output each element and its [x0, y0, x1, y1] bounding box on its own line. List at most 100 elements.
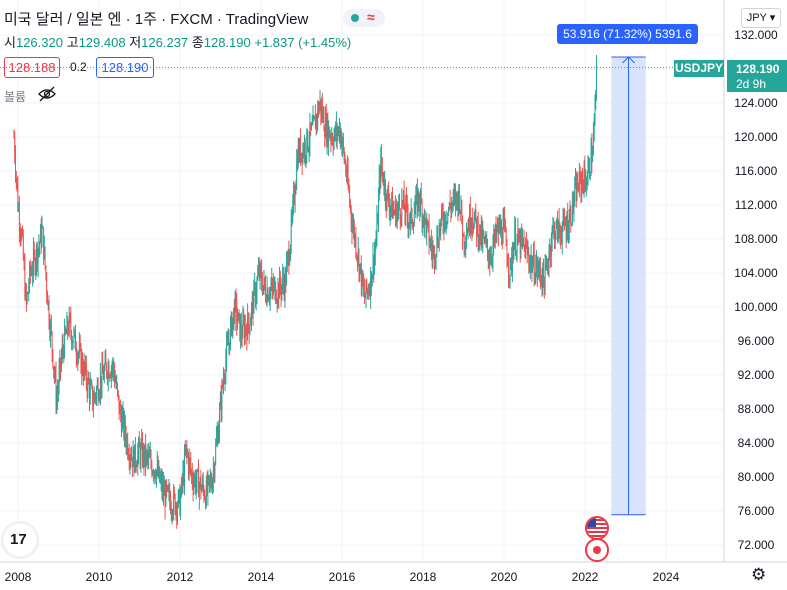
candle-body	[333, 136, 335, 147]
sell-button[interactable]: 128.188	[4, 57, 60, 78]
candle-body	[461, 200, 463, 223]
candle-body	[225, 359, 227, 377]
candle-body	[244, 326, 246, 339]
candle-body	[535, 267, 537, 280]
candle-body	[584, 167, 586, 180]
candle-body	[28, 287, 30, 293]
candle-body	[298, 145, 300, 159]
candle-body	[545, 265, 547, 267]
candle-body	[385, 199, 387, 208]
low-value: 126.237	[141, 35, 189, 50]
candle-body	[105, 358, 107, 365]
candle-body	[374, 252, 375, 270]
candle-body	[96, 388, 97, 398]
candle-body	[74, 330, 76, 333]
candle-body	[143, 447, 145, 464]
candle-body	[213, 468, 215, 477]
candle-body	[409, 213, 411, 223]
candle-body	[281, 285, 283, 295]
candle-body	[55, 373, 57, 405]
buy-button[interactable]: 128.190	[96, 57, 154, 78]
candle-body	[148, 454, 150, 459]
tradingview-logo[interactable]: 17	[3, 523, 37, 557]
candle-body	[93, 393, 95, 404]
candle-body	[586, 185, 587, 190]
last-price-tag: 128.190 2d 9h	[727, 60, 787, 92]
market-status-badge[interactable]: ≈	[343, 9, 385, 27]
candle-body	[59, 358, 61, 371]
candle-body	[167, 486, 169, 491]
candle-body	[310, 123, 312, 130]
candle-body	[406, 202, 408, 216]
candle-body	[399, 201, 400, 209]
candle-body	[108, 365, 110, 378]
candle-body	[276, 300, 278, 303]
candle-body	[139, 447, 141, 463]
candle-body	[542, 264, 544, 289]
candle-body	[418, 191, 420, 202]
candle-body	[188, 458, 190, 472]
candle-body	[571, 194, 573, 224]
candle-body	[373, 255, 375, 270]
candle-body	[519, 235, 521, 254]
candle-body	[553, 225, 555, 227]
candle-body	[416, 190, 418, 195]
candle-body	[387, 189, 389, 193]
candle-body	[309, 123, 311, 145]
candle-body	[226, 341, 228, 343]
candle-body	[350, 202, 351, 207]
candle-body	[575, 180, 577, 201]
candle-body	[216, 439, 217, 446]
candle-body	[116, 383, 118, 387]
gear-icon[interactable]: ⚙	[751, 565, 767, 584]
candle-body	[452, 194, 454, 203]
candle-body	[297, 160, 298, 167]
candle-body	[25, 288, 27, 298]
candle-body	[551, 228, 553, 245]
candle-body	[516, 238, 518, 252]
candle-body	[110, 368, 112, 378]
event-marker-icon[interactable]	[585, 538, 609, 562]
candle-body	[432, 252, 434, 257]
candle-body	[327, 118, 329, 145]
candle-body	[29, 265, 31, 273]
candle-body	[306, 130, 308, 156]
candle-body	[318, 105, 320, 114]
candle-body	[120, 405, 122, 415]
candle-body	[248, 325, 250, 334]
candle-body	[366, 280, 368, 291]
candle-body	[437, 234, 439, 246]
candle-body	[130, 457, 132, 460]
candle-body	[37, 249, 39, 264]
candle-body	[107, 374, 108, 379]
candle-body	[328, 127, 330, 138]
candle-body	[483, 233, 484, 237]
price-axis[interactable]: 132.000128.000124.000120.000116.000112.0…	[734, 28, 778, 552]
candle-body	[543, 279, 545, 295]
candle-body	[86, 383, 88, 392]
candle-body	[342, 139, 344, 144]
candle-body	[404, 209, 406, 216]
candle-body	[449, 202, 451, 207]
candle-body	[365, 280, 367, 298]
candle-body	[595, 96, 597, 101]
candle-body	[249, 325, 251, 334]
candle-body	[279, 275, 281, 288]
eye-hidden-icon[interactable]	[38, 86, 56, 102]
time-axis[interactable]: 2008 2010 2012 2014 2016 2018 2020 2022 2024	[5, 570, 680, 584]
currency-dropdown[interactable]: JPY ▾	[741, 8, 781, 28]
candle-body	[359, 264, 361, 275]
candle-body	[570, 210, 572, 225]
candle-body	[202, 481, 204, 489]
candle-body	[132, 449, 134, 467]
candle-body	[339, 130, 341, 139]
candle-body	[184, 452, 186, 454]
candle-body	[356, 254, 358, 257]
candle-body	[559, 230, 561, 232]
us-flag-icon[interactable]	[585, 516, 609, 540]
candle-body	[209, 476, 210, 481]
candle-body	[383, 183, 385, 191]
candle-body	[335, 127, 337, 137]
candle-body	[354, 235, 356, 241]
